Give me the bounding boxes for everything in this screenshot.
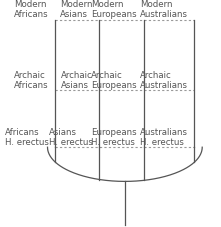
Text: Archaic
Africans: Archaic Africans: [14, 70, 49, 90]
Text: Australians
H. erectus: Australians H. erectus: [140, 127, 188, 146]
Text: Modern
Africans: Modern Africans: [14, 0, 49, 19]
Text: Archaic
Australians: Archaic Australians: [140, 70, 188, 90]
Text: Modern
Australians: Modern Australians: [140, 0, 188, 19]
Text: Africans
H. erectus: Africans H. erectus: [5, 127, 49, 146]
Text: Archaic
Europeans: Archaic Europeans: [91, 70, 137, 90]
Text: Modern
Asians: Modern Asians: [60, 0, 93, 19]
Text: Asians
H. erectus: Asians H. erectus: [49, 127, 93, 146]
Text: Archaic
Asians: Archaic Asians: [61, 70, 93, 90]
Text: Modern
Europeans: Modern Europeans: [91, 0, 137, 19]
Text: Europeans
H. erectus: Europeans H. erectus: [91, 127, 137, 146]
